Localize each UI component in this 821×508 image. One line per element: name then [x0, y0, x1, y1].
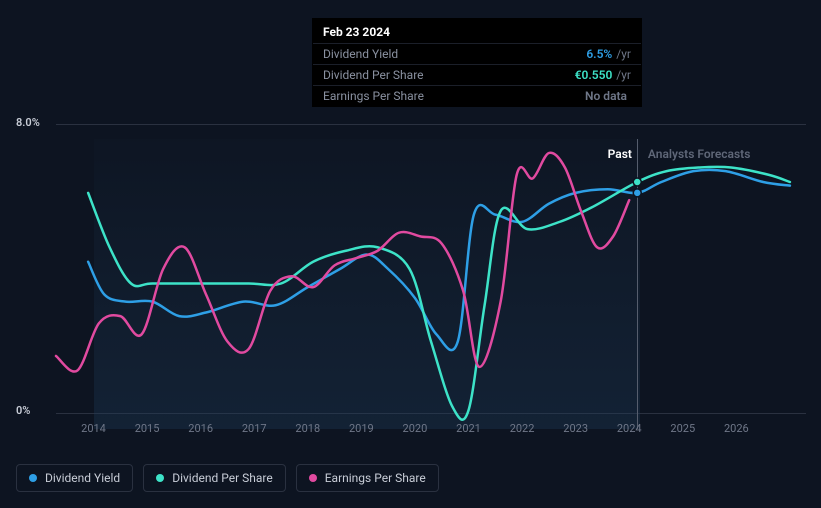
y-max-label: 8.0% [16, 116, 52, 129]
series-earnings_per_share [56, 153, 629, 372]
tooltip-row: Dividend Per Share€0.550/yr [313, 64, 641, 85]
tooltip-row-unit: /yr [616, 68, 631, 82]
x-tick: 2025 [670, 422, 695, 435]
tooltip-row: Earnings Per ShareNo data [313, 85, 641, 106]
x-tick: 2021 [456, 422, 481, 435]
legend: Dividend Yield Dividend Per Share Earnings… [16, 464, 439, 492]
legend-item-earnings_per_share[interactable]: Earnings Per Share [296, 464, 439, 492]
x-tick: 2020 [403, 422, 428, 435]
legend-swatch [309, 474, 317, 482]
x-axis: 2014 2015 2016 2017 2018 2019 2020 2021 2022 2023… [56, 422, 806, 440]
x-tick: 2014 [81, 422, 106, 435]
chart-lines [56, 124, 806, 414]
tooltip-row: Dividend Yield6.5% /yr [313, 43, 641, 64]
x-tick: 2018 [295, 422, 320, 435]
x-tick: 2023 [563, 422, 588, 435]
tooltip-title: Feb 23 2024 [313, 19, 641, 43]
y-min-label: 0% [16, 404, 52, 417]
legend-swatch [29, 474, 37, 482]
legend-label: Earnings Per Share [325, 471, 426, 485]
tooltip-row-label: Dividend Yield [323, 47, 586, 61]
legend-item-dividend_per_share[interactable]: Dividend Per Share [143, 464, 286, 492]
tooltip-row-value: 6.5% [586, 47, 612, 61]
x-tick: 2026 [724, 422, 749, 435]
tooltip: Feb 23 2024 Dividend Yield6.5%/yrDividen… [312, 18, 642, 107]
x-tick: 2017 [242, 422, 267, 435]
series-dividend_per_share [88, 167, 790, 420]
tooltip-row-value: No data [585, 89, 627, 103]
tooltip-row-label: Earnings Per Share [323, 89, 585, 103]
tooltip-row-unit: /yr [616, 47, 631, 61]
chart-container: 8.0% 0% Past Analysts Forecasts 20142015… [16, 110, 806, 430]
x-tick: 2019 [349, 422, 374, 435]
legend-label: Dividend Per Share [172, 471, 273, 485]
legend-item-dividend_yield[interactable]: Dividend Yield [16, 464, 133, 492]
x-tick: 2024 [617, 422, 642, 435]
marker-dividend_per_share [633, 178, 641, 186]
tooltip-row-label: Dividend Per Share [323, 68, 575, 82]
x-tick: 2015 [135, 422, 160, 435]
legend-label: Dividend Yield [45, 471, 120, 485]
marker-dividend_yield [633, 189, 641, 197]
x-tick: 2022 [510, 422, 535, 435]
x-tick: 2016 [188, 422, 213, 435]
legend-swatch [156, 474, 164, 482]
tooltip-row-value: €0.550 [575, 68, 613, 82]
